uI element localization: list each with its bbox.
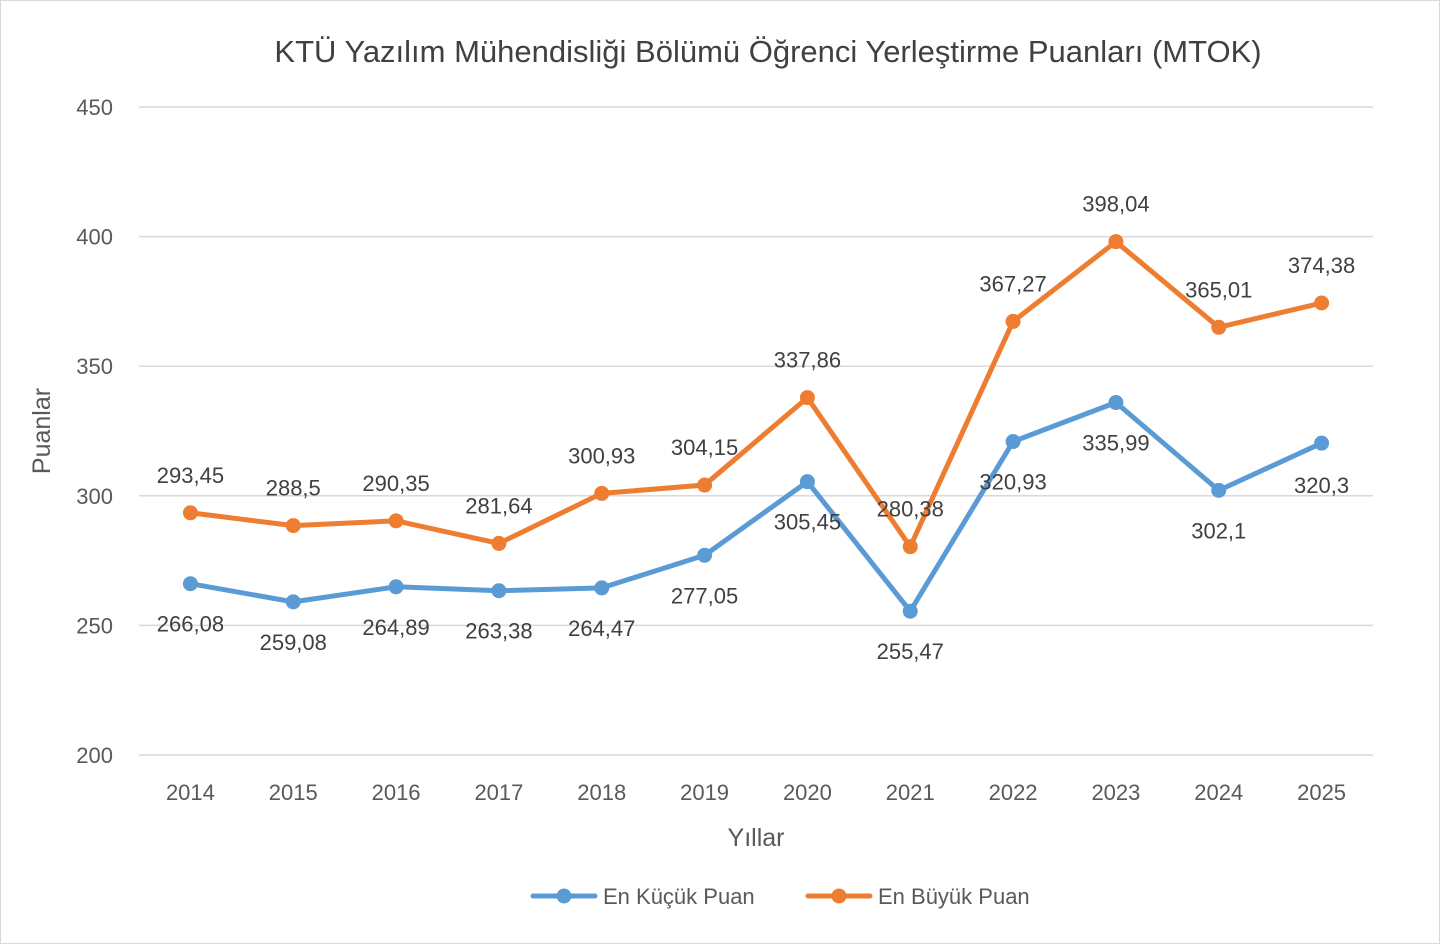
data-point [182, 505, 198, 521]
data-label: 280,38 [877, 497, 944, 522]
y-tick-label: 450 [76, 95, 113, 120]
y-tick-label: 300 [76, 484, 113, 509]
data-point [491, 583, 507, 599]
x-tick-label: 2017 [474, 780, 523, 805]
y-tick-label: 250 [76, 613, 113, 638]
series-line-0 [187, 400, 1325, 614]
data-point [594, 580, 610, 596]
data-label: 398,04 [1082, 192, 1149, 217]
data-labels: 266,08 259,08 264,89 263,38 264,47 277,05 305,… [157, 192, 1355, 665]
data-point [285, 594, 301, 610]
data-label: 305,45 [774, 510, 841, 535]
y-tick-label: 350 [76, 354, 113, 379]
data-point [182, 576, 198, 592]
y-axis-ticks: 200 250 300 350 400 450 [76, 95, 113, 768]
legend-swatch-marker [831, 888, 847, 904]
legend-swatch-marker [556, 888, 572, 904]
data-point [902, 539, 918, 555]
data-point [1211, 319, 1227, 335]
data-point [902, 603, 918, 619]
data-label: 302,1 [1191, 518, 1246, 543]
data-label: 264,47 [568, 616, 635, 641]
x-tick-label: 2020 [783, 780, 832, 805]
data-label: 293,45 [157, 463, 224, 488]
data-label: 300,93 [568, 443, 635, 468]
data-point [1314, 295, 1330, 311]
y-tick-label: 200 [76, 743, 113, 768]
x-tick-label: 2016 [372, 780, 421, 805]
y-axis-title: Puanlar [28, 388, 56, 474]
data-point [1108, 395, 1124, 411]
data-point [799, 474, 815, 490]
data-label: 277,05 [671, 583, 738, 608]
x-axis-title: Yıllar [728, 824, 785, 852]
y-tick-label: 400 [76, 225, 113, 250]
data-point [697, 477, 713, 493]
data-label: 288,5 [266, 476, 321, 501]
x-tick-label: 2021 [886, 780, 935, 805]
data-point [388, 513, 404, 529]
data-point [1005, 313, 1021, 329]
data-point [285, 518, 301, 534]
data-point [491, 535, 507, 551]
data-label: 335,99 [1082, 431, 1149, 456]
data-label: 266,08 [157, 612, 224, 637]
data-label: 304,15 [671, 435, 738, 460]
data-point [799, 390, 815, 406]
x-tick-label: 2024 [1194, 780, 1243, 805]
series-layer [182, 234, 1330, 619]
x-tick-label: 2019 [680, 780, 729, 805]
data-label: 259,08 [260, 630, 327, 655]
data-label: 337,86 [774, 348, 841, 373]
data-label: 367,27 [979, 271, 1046, 296]
gridlines [139, 106, 1373, 756]
legend-label: En Büyük Puan [878, 884, 1030, 909]
data-point [697, 547, 713, 563]
series-line-1 [187, 239, 1325, 550]
data-label: 255,47 [877, 639, 944, 664]
data-point [388, 579, 404, 595]
data-label: 374,38 [1288, 253, 1355, 278]
data-point [1314, 435, 1330, 451]
data-label: 281,64 [465, 493, 532, 518]
data-label: 263,38 [465, 619, 532, 644]
data-label: 264,89 [362, 615, 429, 640]
x-axis-ticks: 2014 2015 2016 2017 2018 2019 2020 2021 2022 2023… [166, 780, 1346, 805]
data-point [594, 485, 610, 501]
x-tick-label: 2014 [166, 780, 215, 805]
data-label: 290,35 [362, 471, 429, 496]
data-label: 320,3 [1294, 473, 1349, 498]
x-tick-label: 2015 [269, 780, 318, 805]
data-point [1211, 482, 1227, 498]
data-point [1108, 234, 1124, 250]
x-tick-label: 2023 [1091, 780, 1140, 805]
legend-label: En Küçük Puan [603, 884, 755, 909]
x-tick-label: 2022 [989, 780, 1038, 805]
chart-title: KTÜ Yazılım Mühendisliği Bölümü Öğrenci … [274, 34, 1261, 69]
data-point [1005, 434, 1021, 450]
data-label: 320,93 [979, 470, 1046, 495]
x-tick-label: 2025 [1297, 780, 1346, 805]
data-label: 365,01 [1185, 277, 1252, 302]
x-tick-label: 2018 [577, 780, 626, 805]
legend: En Küçük Puan En Büyük Puan [530, 884, 1030, 909]
